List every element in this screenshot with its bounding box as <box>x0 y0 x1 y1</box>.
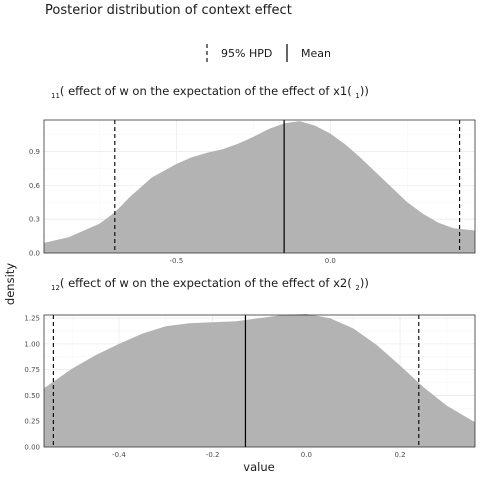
x-tick-label: 0.0 <box>301 451 312 459</box>
legend: 95% HPD Mean <box>206 44 331 62</box>
y-tick-label: 1.25 <box>24 315 40 323</box>
y-tick-label: 0.3 <box>29 216 40 224</box>
density-area <box>44 121 475 253</box>
x-tick-label: 0.2 <box>394 451 405 459</box>
y-tick-label: 0.25 <box>24 418 40 426</box>
x-axis-title: value <box>243 460 274 474</box>
y-tick-label: 0.75 <box>24 366 40 374</box>
x-tick-label: -0.4 <box>112 451 126 459</box>
panel-1-strip: 11( effect of w on the expectation of th… <box>51 84 369 100</box>
legend-hpd-label: 95% HPD <box>221 47 272 60</box>
panel-2: 0.00 0.25 0.50 0.75 1.00 1.25 -0.4 -0.2 0.0 0.2 <box>24 314 476 459</box>
panel-border <box>43 314 476 448</box>
x-tick-label: 0.0 <box>325 257 336 265</box>
panel-2-strip: 12( effect of w on the expectation of th… <box>51 276 369 292</box>
y-tick-label: 0.6 <box>29 182 41 190</box>
panel-1: 0.0 0.3 0.6 0.9 -0.5 0.0 <box>29 119 476 265</box>
legend-mean-label: Mean <box>301 47 331 60</box>
density-area <box>44 314 475 447</box>
y-axis-title: density <box>3 263 17 305</box>
y-tick-label: 0.9 <box>29 148 40 156</box>
x-tick-label: -0.2 <box>206 451 220 459</box>
x-tick-label: -0.5 <box>170 257 184 265</box>
y-tick-label: 0.50 <box>24 392 40 400</box>
chart-title: Posterior distribution of context effect <box>45 3 292 18</box>
panel-border <box>43 119 476 254</box>
y-tick-label: 1.00 <box>24 340 40 348</box>
y-tick-label: 0.0 <box>29 250 40 258</box>
y-tick-label: 0.00 <box>24 444 40 452</box>
